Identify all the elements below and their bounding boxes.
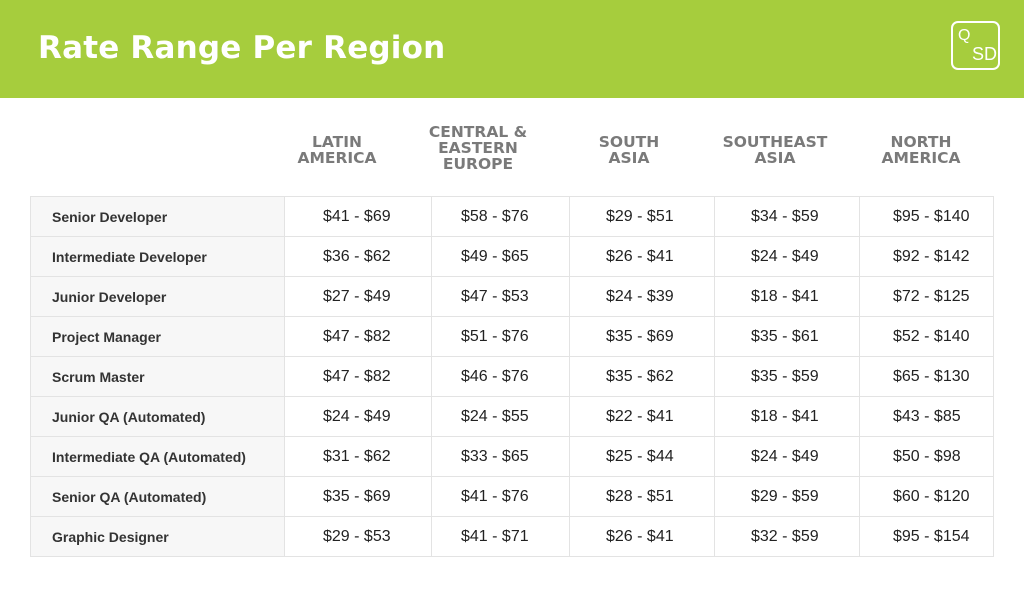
column-header-latin-america: LATIN AMERICA — [297, 133, 377, 167]
role-cell: Graphic Designer — [30, 516, 285, 557]
rate-cell: $46 - $76 — [431, 356, 570, 397]
rate-cell: $26 - $41 — [569, 516, 715, 557]
rate-cell: $35 - $59 — [714, 356, 860, 397]
rate-cell: $24 - $49 — [714, 236, 860, 277]
table-row: Intermediate Developer $36 - $62 $49 - $65… — [30, 236, 994, 277]
rate-cell: $47 - $53 — [431, 276, 570, 317]
rate-cell: $49 - $65 — [431, 236, 570, 277]
rate-cell: $24 - $49 — [284, 396, 432, 437]
column-header-north-america: NORTH AMERICA — [881, 133, 961, 167]
logo-letter-q: Q — [958, 27, 971, 44]
table-row: Scrum Master $47 - $82 $46 - $76 $35 - $62 $… — [30, 356, 994, 397]
column-header-central-eastern-europe: CENTRAL & EASTERN EUROPE — [428, 123, 528, 173]
rate-cell: $65 - $130 — [859, 356, 994, 397]
rate-cell: $27 - $49 — [284, 276, 432, 317]
rate-cell: $41 - $69 — [284, 196, 432, 237]
role-cell: Senior QA (Automated) — [30, 476, 285, 517]
table-row: Project Manager $47 - $82 $51 - $76 $35 - $… — [30, 316, 994, 357]
rate-cell: $41 - $76 — [431, 476, 570, 517]
table-row: Graphic Designer $29 - $53 $41 - $71 $26 - … — [30, 516, 994, 557]
rate-cell: $35 - $61 — [714, 316, 860, 357]
rate-cell: $58 - $76 — [431, 196, 570, 237]
rate-cell: $29 - $59 — [714, 476, 860, 517]
rate-cell: $35 - $69 — [284, 476, 432, 517]
qsd-logo: Q SD — [951, 21, 1000, 70]
table-row: Junior QA (Automated) $24 - $49 $24 - $55 $… — [30, 396, 994, 437]
logo-letters-sd: SD — [972, 44, 998, 64]
rate-cell: $24 - $39 — [569, 276, 715, 317]
role-cell: Intermediate Developer — [30, 236, 285, 277]
rate-table: Senior Developer $41 - $69 $58 - $76 $29 - … — [30, 196, 994, 557]
rate-cell: $50 - $98 — [859, 436, 994, 477]
role-cell: Junior Developer — [30, 276, 285, 317]
table-row: Intermediate QA (Automated) $31 - $62 $33 … — [30, 436, 994, 477]
rate-cell: $43 - $85 — [859, 396, 994, 437]
rate-cell: $25 - $44 — [569, 436, 715, 477]
role-cell: Junior QA (Automated) — [30, 396, 285, 437]
rate-cell: $41 - $71 — [431, 516, 570, 557]
rate-cell: $72 - $125 — [859, 276, 994, 317]
rate-cell: $29 - $51 — [569, 196, 715, 237]
rate-cell: $92 - $142 — [859, 236, 994, 277]
rate-cell: $60 - $120 — [859, 476, 994, 517]
rate-cell: $51 - $76 — [431, 316, 570, 357]
rate-cell: $35 - $62 — [569, 356, 715, 397]
rate-cell: $52 - $140 — [859, 316, 994, 357]
table-row: Senior QA (Automated) $35 - $69 $41 - $76 $… — [30, 476, 994, 517]
rate-table-body: Senior Developer $41 - $69 $58 - $76 $29 - … — [30, 196, 994, 557]
page-title: Rate Range Per Region — [38, 30, 446, 66]
role-cell: Senior Developer — [30, 196, 285, 237]
rate-cell: $24 - $49 — [714, 436, 860, 477]
column-header-south-asia: SOUTH ASIA — [598, 133, 660, 167]
rate-cell: $29 - $53 — [284, 516, 432, 557]
rate-cell: $36 - $62 — [284, 236, 432, 277]
rate-cell: $24 - $55 — [431, 396, 570, 437]
rate-cell: $47 - $82 — [284, 316, 432, 357]
rate-cell: $34 - $59 — [714, 196, 860, 237]
rate-cell: $95 - $140 — [859, 196, 994, 237]
title-banner: Rate Range Per Region Q SD — [0, 0, 1024, 98]
role-cell: Scrum Master — [30, 356, 285, 397]
rate-cell: $32 - $59 — [714, 516, 860, 557]
rate-cell: $95 - $154 — [859, 516, 994, 557]
rate-cell: $47 - $82 — [284, 356, 432, 397]
rate-cell: $33 - $65 — [431, 436, 570, 477]
rate-cell: $18 - $41 — [714, 396, 860, 437]
rate-cell: $28 - $51 — [569, 476, 715, 517]
rate-cell: $31 - $62 — [284, 436, 432, 477]
rate-cell: $22 - $41 — [569, 396, 715, 437]
rate-cell: $35 - $69 — [569, 316, 715, 357]
role-cell: Intermediate QA (Automated) — [30, 436, 285, 477]
table-row: Junior Developer $27 - $49 $47 - $53 $24 - … — [30, 276, 994, 317]
table-row: Senior Developer $41 - $69 $58 - $76 $29 - … — [30, 196, 994, 237]
column-header-southeast-asia: SOUTHEAST ASIA — [722, 133, 828, 167]
rate-cell: $18 - $41 — [714, 276, 860, 317]
rate-cell: $26 - $41 — [569, 236, 715, 277]
role-cell: Project Manager — [30, 316, 285, 357]
